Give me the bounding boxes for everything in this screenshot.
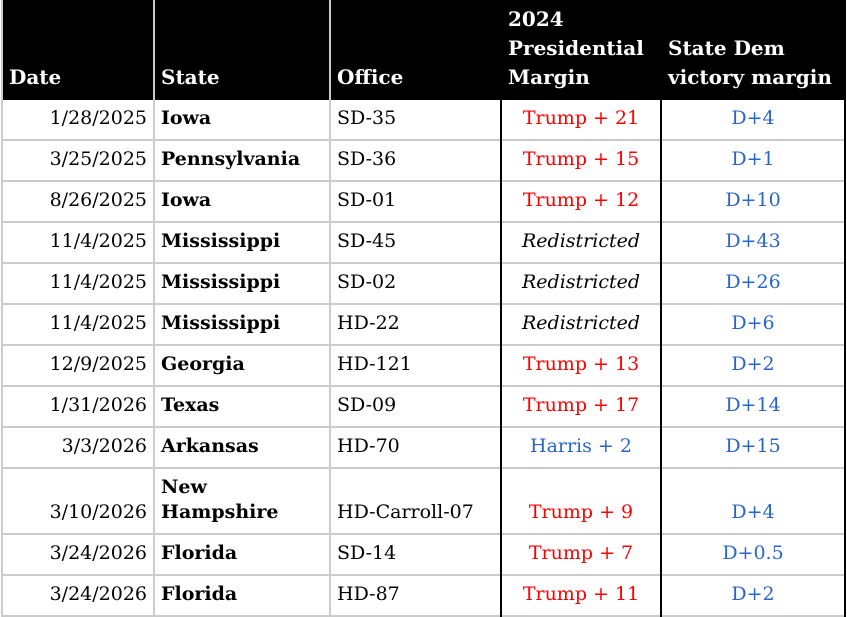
cell-date: 3/3/2026 [1, 426, 155, 468]
cell-dem: D+2 [661, 574, 846, 616]
cell-dem: D+1 [661, 139, 846, 181]
cell-dem: D+4 [661, 467, 846, 534]
cell-dem: D+4 [661, 100, 846, 140]
cell-date: 11/4/2025 [1, 262, 155, 304]
cell-date: 3/10/2026 [1, 467, 155, 534]
cell-state: New Hampshire [154, 467, 331, 534]
cell-dem: D+26 [661, 262, 846, 304]
cell-dem: D+6 [661, 303, 846, 345]
cell-state: Florida [154, 533, 331, 575]
cell-date: 11/4/2025 [1, 303, 155, 345]
cell-date: 11/4/2025 [1, 221, 155, 263]
cell-pres: Trump + 21 [501, 100, 662, 140]
cell-office: SD-36 [330, 139, 502, 181]
column-header-state: State [154, 0, 331, 100]
table-row: 1/31/2026 Texas SD-09 Trump + 17 D+14 [1, 385, 846, 427]
cell-pres: Redistricted [501, 262, 662, 304]
cell-office: HD-70 [330, 426, 502, 468]
cell-pres: Trump + 15 [501, 139, 662, 181]
cell-office: SD-35 [330, 100, 502, 140]
cell-pres: Trump + 13 [501, 344, 662, 386]
cell-date: 1/28/2025 [1, 100, 155, 140]
cell-state: Florida [154, 574, 331, 616]
cell-office: SD-02 [330, 262, 502, 304]
table-body: 1/28/2025 Iowa SD-35 Trump + 21 D+4 3/25/2025… [1, 100, 846, 616]
cell-dem: D+14 [661, 385, 846, 427]
cell-office: SD-09 [330, 385, 502, 427]
cell-pres: Harris + 2 [501, 426, 662, 468]
cell-date: 3/24/2026 [1, 574, 155, 616]
cell-date: 1/31/2026 [1, 385, 155, 427]
column-header-date: Date [1, 0, 155, 100]
cell-date: 3/24/2026 [1, 533, 155, 575]
cell-date: 3/25/2025 [1, 139, 155, 181]
cell-pres: Trump + 17 [501, 385, 662, 427]
table-row: 3/24/2026 Florida HD-87 Trump + 11 D+2 [1, 574, 846, 616]
cell-pres: Trump + 11 [501, 574, 662, 616]
cell-state: Texas [154, 385, 331, 427]
cell-dem: D+10 [661, 180, 846, 222]
cell-state: Mississippi [154, 262, 331, 304]
cell-state: Iowa [154, 180, 331, 222]
cell-pres: Trump + 7 [501, 533, 662, 575]
table-row: 12/9/2025 Georgia HD-121 Trump + 13 D+2 [1, 344, 846, 386]
cell-state: Iowa [154, 100, 331, 140]
cell-office: HD-121 [330, 344, 502, 386]
table-row: 3/24/2026 Florida SD-14 Trump + 7 D+0.5 [1, 533, 846, 575]
cell-pres: Trump + 9 [501, 467, 662, 534]
column-header-office: Office [330, 0, 502, 100]
cell-pres: Trump + 12 [501, 180, 662, 222]
table-row: 11/4/2025 Mississippi SD-02 Redistricted D+2… [1, 262, 846, 304]
table-row: 11/4/2025 Mississippi SD-45 Redistricted D+4… [1, 221, 846, 263]
cell-office: HD-Carroll-07 [330, 467, 502, 534]
table-header: Date State Office 2024 Presidential Marg… [1, 0, 846, 100]
cell-office: SD-14 [330, 533, 502, 575]
cell-state: Pennsylvania [154, 139, 331, 181]
cell-state: Georgia [154, 344, 331, 386]
cell-pres: Redistricted [501, 303, 662, 345]
cell-office: SD-01 [330, 180, 502, 222]
cell-state: Mississippi [154, 221, 331, 263]
table-row: 3/25/2025 Pennsylvania SD-36 Trump + 15 D+1 [1, 139, 846, 181]
table-row: 3/3/2026 Arkansas HD-70 Harris + 2 D+15 [1, 426, 846, 468]
cell-date: 12/9/2025 [1, 344, 155, 386]
cell-dem: D+2 [661, 344, 846, 386]
cell-dem: D+43 [661, 221, 846, 263]
cell-dem: D+0.5 [661, 533, 846, 575]
table-row: 1/28/2025 Iowa SD-35 Trump + 21 D+4 [1, 100, 846, 140]
cell-office: HD-22 [330, 303, 502, 345]
cell-office: SD-45 [330, 221, 502, 263]
cell-dem: D+15 [661, 426, 846, 468]
table-row: 8/26/2025 Iowa SD-01 Trump + 12 D+10 [1, 180, 846, 222]
header-row: Date State Office 2024 Presidential Marg… [1, 0, 846, 100]
cell-state: Mississippi [154, 303, 331, 345]
column-header-pres-margin: 2024 Presidential Margin [501, 0, 662, 100]
cell-pres: Redistricted [501, 221, 662, 263]
column-header-dem-margin: State Dem victory margin [661, 0, 846, 100]
cell-office: HD-87 [330, 574, 502, 616]
cell-date: 8/26/2025 [1, 180, 155, 222]
table-row: 11/4/2025 Mississippi HD-22 Redistricted D+6 [1, 303, 846, 345]
table-row: 3/10/2026 New Hampshire HD-Carroll-07 Trump… [1, 467, 846, 534]
cell-state: Arkansas [154, 426, 331, 468]
